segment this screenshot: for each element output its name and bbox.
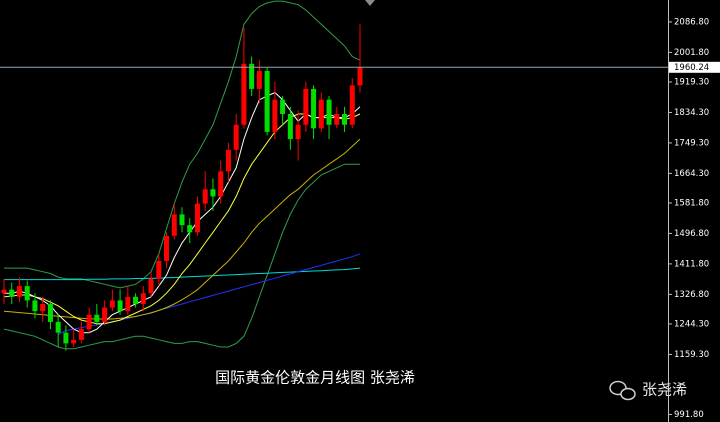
candle-body — [78, 329, 84, 340]
price-axis: 2086.80 2001.80 1919.30 1834.30 1749.30 1664.… — [668, 17, 720, 420]
y-tick-label: 1749.30 — [674, 138, 709, 148]
candle-body — [256, 70, 262, 89]
candle-body — [210, 189, 216, 197]
candle-body — [32, 300, 38, 312]
candle-body — [24, 286, 30, 301]
candle-body — [202, 189, 208, 204]
y-tick-label: 1664.30 — [674, 169, 709, 179]
y-tick-label: 1581.80 — [674, 198, 709, 208]
watermark: 张尧浠 — [642, 381, 687, 399]
indicator-line — [3, 113, 361, 325]
candle-body — [280, 99, 286, 114]
candle-body — [133, 296, 139, 304]
current-price-box — [669, 61, 720, 73]
y-tick-label: 1411.80 — [674, 259, 709, 269]
shift-marker — [365, 0, 375, 6]
candle-body — [194, 203, 200, 233]
candle-body — [125, 296, 131, 312]
y-tick-label: 2086.80 — [674, 17, 709, 27]
candle-body — [63, 332, 69, 344]
indicator-line — [4, 267, 361, 281]
y-tick-label: 991.80 — [674, 410, 704, 420]
y-tick-label: 2001.80 — [674, 48, 709, 58]
candle-body — [109, 300, 115, 308]
candle-body — [156, 260, 162, 279]
candle-body — [148, 278, 154, 294]
y-tick-label: 1326.80 — [674, 290, 709, 300]
y-tick-label: 1496.80 — [674, 229, 709, 239]
candle-body — [342, 113, 348, 125]
candle-body — [1, 289, 7, 294]
candle-body — [86, 314, 92, 330]
candle-body — [140, 293, 146, 304]
candle-body — [295, 124, 301, 140]
caption: 国际黄金伦敦金月线图 张尧浠 — [215, 369, 415, 387]
wechat-icon — [609, 380, 636, 401]
candle-body — [187, 225, 193, 233]
current-price-label: 1960.24 — [674, 63, 709, 73]
candle-body — [117, 300, 123, 312]
y-tick-label: 1244.30 — [674, 319, 709, 329]
candle-body — [16, 286, 22, 297]
candle-body — [171, 214, 177, 236]
y-tick-label: 1159.30 — [674, 350, 709, 360]
candle-body — [233, 124, 239, 150]
plot-area — [0, 0, 668, 351]
candle-body — [40, 303, 46, 312]
candle-body — [318, 99, 324, 129]
candle-body — [326, 99, 332, 125]
candle-body — [249, 63, 255, 89]
candle-body — [349, 85, 355, 125]
indicator-line — [4, 0, 361, 289]
candle-body — [164, 235, 170, 261]
candle-body — [303, 88, 309, 125]
candle-body — [102, 307, 108, 322]
candle-body — [218, 171, 224, 197]
candle-body — [334, 113, 340, 125]
candle-body — [311, 88, 317, 129]
y-tick-label: 1919.30 — [674, 77, 709, 87]
y-tick-label: 1834.30 — [674, 108, 709, 118]
candle-body — [9, 289, 15, 297]
indicator-line — [3, 138, 361, 320]
candle-body — [71, 339, 77, 344]
candle-body — [94, 314, 100, 322]
indicator-line — [4, 91, 361, 334]
indicator-line — [3, 163, 360, 350]
candle-body — [47, 303, 53, 322]
candle-body — [225, 149, 231, 172]
candle-body — [55, 321, 61, 333]
candle-body — [264, 70, 270, 132]
candle-body — [287, 113, 293, 140]
candle-body — [357, 67, 363, 86]
candle-body — [241, 63, 247, 125]
candle-body — [179, 214, 185, 226]
candle-body — [272, 99, 278, 132]
